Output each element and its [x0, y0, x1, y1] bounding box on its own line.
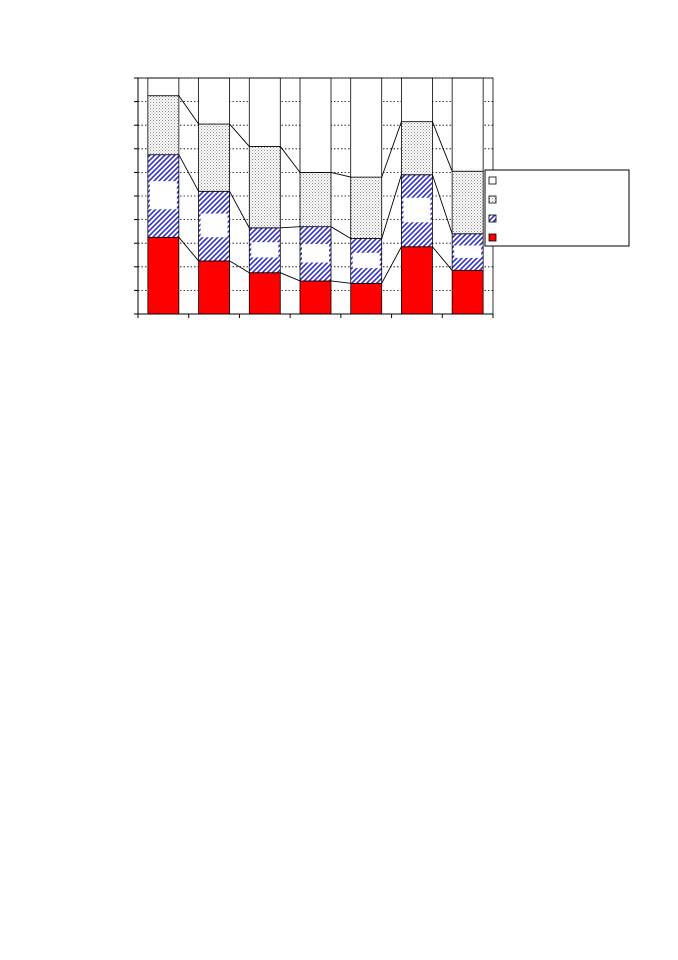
bar-segment: [147, 95, 180, 156]
bar-segment: [451, 269, 484, 315]
bar-segment: [451, 77, 484, 172]
bar-segment-inner: [302, 244, 329, 263]
legend: [484, 169, 630, 247]
bar-segment: [198, 77, 230, 125]
bar-segment-inner: [403, 197, 431, 223]
legend-marker: [488, 233, 497, 242]
bar-segment: [401, 77, 433, 123]
series-connector-line: [178, 237, 453, 284]
legend-marker: [488, 214, 497, 223]
bar-segment: [299, 77, 332, 173]
series-connector-line: [178, 95, 453, 178]
bar-segment: [401, 246, 433, 315]
bar-segment: [350, 77, 383, 178]
legend-marker: [488, 176, 497, 185]
bar-segment: [299, 280, 332, 315]
bar-segment-inner: [454, 245, 482, 258]
bar-segment: [451, 170, 484, 235]
bar-segment: [401, 121, 433, 176]
bar-segment: [248, 77, 281, 147]
bar-segment: [248, 146, 281, 229]
bar-segment: [299, 171, 332, 228]
series-connector-line: [178, 154, 453, 239]
bar-segment: [147, 236, 180, 315]
bar-segment-inner: [251, 242, 279, 258]
bar-segment-inner: [352, 252, 380, 269]
legend-box: [484, 169, 630, 247]
bar-segment: [198, 123, 230, 192]
bar-segment: [147, 77, 180, 97]
bar-segment: [350, 282, 383, 315]
bar-segment-inner: [149, 181, 177, 210]
series-lines: [178, 95, 453, 284]
bar-segment: [198, 260, 230, 315]
bars: [147, 77, 484, 315]
bar-segment-inner: [200, 213, 228, 238]
bar-segment: [248, 272, 281, 315]
legend-marker: [488, 195, 497, 204]
bar-segment: [350, 176, 383, 239]
